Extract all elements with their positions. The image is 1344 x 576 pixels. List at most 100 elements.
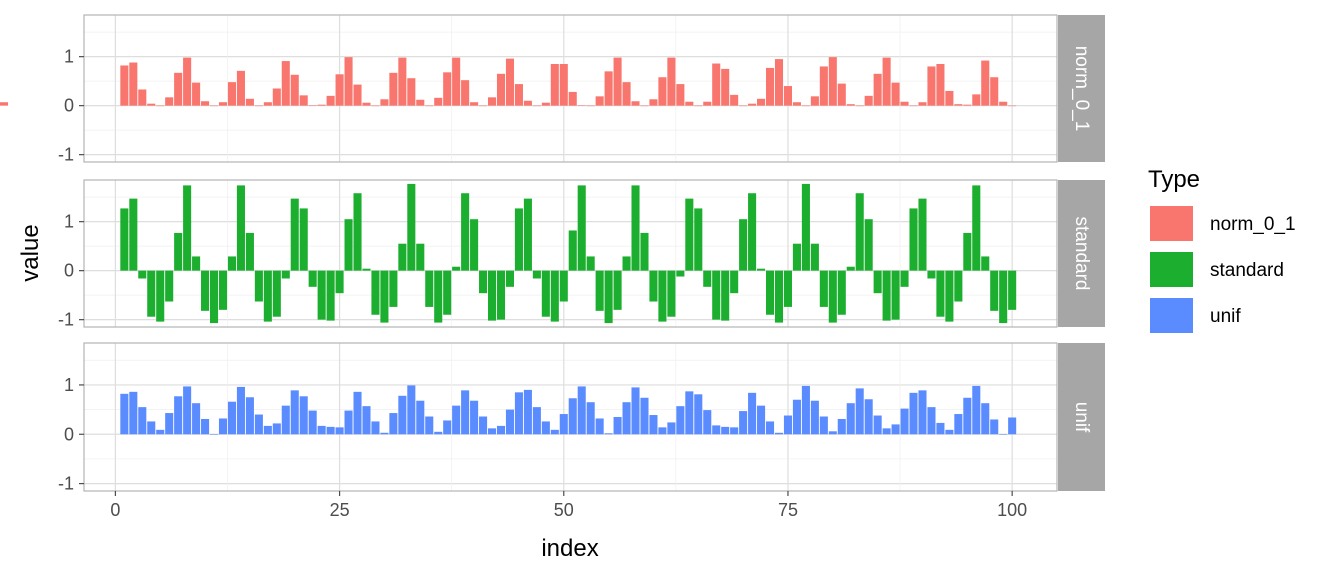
y-tick-label: 0 [64,424,74,444]
legend-entry-unif: unif [1150,298,1241,333]
bar [272,270,281,317]
bar [774,270,784,323]
bar [326,426,335,435]
bar [595,96,604,106]
bar [514,84,523,106]
bar [452,266,461,271]
bar [218,418,228,435]
facet-strip-label: norm_0_1 [1071,46,1092,132]
bar [586,105,595,107]
bar [183,57,192,106]
bar [1008,417,1017,435]
bar [676,406,685,435]
bar [496,73,506,106]
bar [891,424,900,435]
bar [236,386,245,435]
bar [245,98,254,106]
bar [452,57,461,106]
bar [774,59,784,106]
bar [757,405,766,435]
legend-label: unif [1210,306,1241,327]
bar [694,105,703,107]
bar [864,95,873,106]
bar [559,64,568,106]
bar [577,185,586,271]
bar [577,386,586,435]
bar [676,84,685,106]
bar [281,270,290,279]
bar [317,104,326,106]
bar [703,101,712,106]
y-tick-label: 1 [64,47,74,67]
bar [380,99,389,106]
y-tick-label: -1 [58,310,74,330]
bar [326,95,335,106]
bar [461,193,470,271]
bar [972,185,981,271]
bar [909,208,918,271]
bar [604,71,613,106]
bar [174,232,183,271]
bar [263,270,272,322]
legend-label: standard [1210,260,1284,281]
bar [810,243,819,271]
bar [254,414,263,435]
bar [317,270,326,320]
bar [774,432,784,435]
bar [595,270,604,311]
bar [631,387,640,435]
bar [1008,270,1017,310]
bar [398,395,407,435]
bar [425,270,434,307]
bar [730,427,739,435]
bar [676,270,685,277]
bar [757,98,766,106]
legend-entry-standard: standard [1150,252,1284,287]
bar [613,270,622,310]
bar [129,62,138,106]
bar [577,105,586,106]
bar [936,422,945,435]
bar [765,67,775,106]
bar [308,410,317,435]
bar [891,270,900,320]
bar [595,418,604,435]
bar [532,270,541,279]
bar [909,105,918,107]
bar [792,243,801,271]
bar [667,422,676,435]
bar [649,99,658,106]
bar [120,393,129,435]
y-tick-label: -1 [58,145,74,165]
bar [550,64,559,106]
bar [380,432,389,435]
bar [936,270,945,317]
facet-strip [1058,343,1105,491]
bar [514,392,523,435]
bar [819,66,828,106]
bar [604,433,613,435]
bar [299,208,308,271]
x-tick-label: 100 [997,500,1027,520]
bar [981,256,990,271]
bar [156,270,165,322]
bar [685,198,694,271]
bar [371,105,380,107]
bar [461,80,470,106]
facet-strip-label: standard [1071,217,1092,291]
bar [972,94,981,106]
bar [541,102,550,106]
bar [389,72,398,106]
bar [470,102,479,106]
bar [909,392,918,435]
bar [712,425,721,435]
bar [783,86,793,106]
bar [550,429,559,435]
bar [658,427,667,435]
bar [353,84,362,106]
bar [129,391,138,435]
bar [891,82,900,106]
facet-panel-norm_0_1: -1 0 1 norm_0_1 [0,14,1105,165]
bar [694,394,703,435]
bar [487,97,497,106]
